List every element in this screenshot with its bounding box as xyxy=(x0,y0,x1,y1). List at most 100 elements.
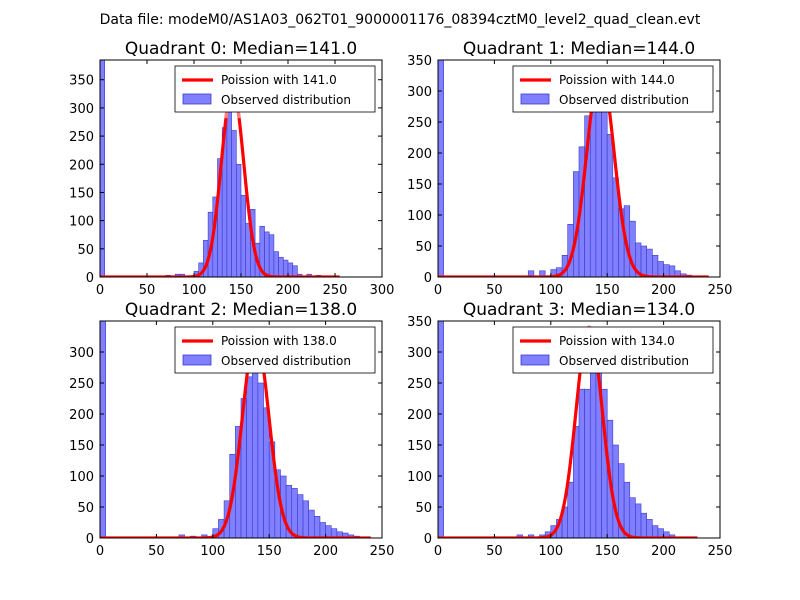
y-tick-label: 100 xyxy=(69,470,94,485)
y-tick-label: 300 xyxy=(407,346,432,361)
y-tick-label: 100 xyxy=(69,215,94,230)
legend-curve-label: Poission with 134.0 xyxy=(559,334,675,348)
y-tick-label: 50 xyxy=(77,501,94,516)
x-tick-label: 150 xyxy=(257,544,282,559)
histogram-bar xyxy=(251,357,259,538)
y-tick-label: 150 xyxy=(407,178,432,193)
y-tick-label: 150 xyxy=(407,439,432,454)
x-tick-label: 0 xyxy=(434,544,442,559)
legend-bar-swatch xyxy=(182,93,212,105)
histogram-bar xyxy=(578,388,585,538)
poisson-curve xyxy=(100,334,371,538)
y-tick-label: 200 xyxy=(69,408,94,423)
bar-group xyxy=(438,60,693,277)
histogram-bar xyxy=(245,223,251,277)
histogram-bar xyxy=(297,494,304,538)
y-tick-label: 150 xyxy=(69,439,94,454)
histogram-bar xyxy=(226,107,232,277)
histogram-bar xyxy=(308,509,315,538)
chart-panel-2: 0 50 100 150 200 250 0 50 100 150 200 250 300 Quadran… xyxy=(69,300,394,559)
histogram-bar xyxy=(292,265,298,277)
x-tick-label: 200 xyxy=(276,283,301,298)
chart-panel-1: 0 50 100 150 200 250 0 50 100 150 200 250 300 350 Quad… xyxy=(407,39,732,298)
x-tick-label: 300 xyxy=(370,283,395,298)
panel-title: Quadrant 2: Median=138.0 xyxy=(125,300,357,320)
legend-curve-label: Poission with 138.0 xyxy=(221,334,337,348)
legend-curve-label: Poission with 141.0 xyxy=(221,73,337,87)
legend: Poission with 134.0 Observed distribution xyxy=(512,326,714,374)
histogram-bar xyxy=(236,163,242,277)
x-tick-label: 200 xyxy=(313,544,338,559)
y-tick-label: 150 xyxy=(69,186,94,201)
y-tick-label: 200 xyxy=(407,408,432,423)
chart-panel-3: 0 50 100 150 200 250 0 50 100 150 200 250 300 350 Quad… xyxy=(407,300,732,559)
y-tick-label: 300 xyxy=(69,102,94,117)
histogram-bar xyxy=(246,376,253,538)
x-tick-label: 100 xyxy=(538,283,563,298)
legend-bar-label: Observed distribution xyxy=(559,354,689,368)
y-tick-label: 0 xyxy=(424,271,432,286)
y-tick-label: 350 xyxy=(407,54,432,69)
legend-curve-label: Poission with 144.0 xyxy=(559,73,675,87)
legend-bar-swatch xyxy=(182,354,212,366)
x-tick-label: 150 xyxy=(595,544,620,559)
histogram-bar xyxy=(601,103,608,277)
y-tick-label: 0 xyxy=(424,532,432,547)
poisson-curve xyxy=(438,325,698,538)
histogram-bar xyxy=(438,60,444,277)
y-tick-label: 250 xyxy=(407,377,432,392)
y-tick-label: 0 xyxy=(86,271,94,286)
panel-title: Quadrant 3: Median=134.0 xyxy=(463,300,695,320)
y-tick-label: 100 xyxy=(407,209,432,224)
y-tick-label: 50 xyxy=(77,243,94,258)
histogram-bar xyxy=(663,264,670,277)
legend: Poission with 144.0 Observed distribution xyxy=(512,65,714,113)
plot-frame xyxy=(99,320,383,539)
x-tick-label: 50 xyxy=(148,544,165,559)
histogram-bar xyxy=(646,248,653,277)
histogram-bar xyxy=(584,388,591,538)
figure-suptitle: Data file: modeM0/AS1A03_062T01_90000011… xyxy=(100,12,701,28)
x-tick-label: 200 xyxy=(651,544,676,559)
plot-frame xyxy=(437,59,721,278)
histogram-bar xyxy=(100,60,105,277)
histogram-bar xyxy=(278,256,284,277)
chart-panel-0: 0 50 100 150 200 250 300 0 50 100 150 200 250 300 350 Q… xyxy=(69,39,394,298)
legend: Poission with 138.0 Observed distribution xyxy=(174,326,376,374)
poisson-curve xyxy=(100,86,340,277)
histogram-bar xyxy=(640,245,647,277)
x-tick-label: 150 xyxy=(229,283,254,298)
y-tick-label: 250 xyxy=(69,130,94,145)
x-tick-label: 100 xyxy=(182,283,207,298)
x-tick-label: 200 xyxy=(651,283,676,298)
x-tick-label: 250 xyxy=(708,283,733,298)
histogram-bar xyxy=(623,481,631,538)
legend-bar-swatch xyxy=(520,93,550,105)
histogram-bar xyxy=(606,134,614,277)
histogram-bar xyxy=(264,231,270,277)
x-tick-label: 100 xyxy=(200,544,225,559)
y-tick-label: 250 xyxy=(407,116,432,131)
y-tick-label: 100 xyxy=(407,470,432,485)
y-tick-label: 200 xyxy=(69,158,94,173)
histogram-bar xyxy=(652,255,659,277)
histogram-bar xyxy=(291,488,298,538)
y-tick-label: 250 xyxy=(69,377,94,392)
x-tick-label: 150 xyxy=(595,283,620,298)
x-tick-label: 100 xyxy=(538,544,563,559)
histogram-bar xyxy=(257,382,264,538)
histogram-bar xyxy=(652,525,659,538)
plot-frame xyxy=(437,320,721,539)
histogram-bar xyxy=(325,525,332,538)
x-tick-label: 250 xyxy=(323,283,348,298)
histogram-bar xyxy=(657,261,664,277)
y-tick-label: 0 xyxy=(86,532,94,547)
histogram-bar xyxy=(646,519,653,538)
y-tick-label: 50 xyxy=(415,240,432,255)
histogram-bar xyxy=(263,407,270,538)
y-tick-label: 350 xyxy=(69,74,94,89)
histogram-bar xyxy=(100,321,106,538)
histogram-bar xyxy=(287,262,293,277)
x-tick-label: 50 xyxy=(486,544,503,559)
